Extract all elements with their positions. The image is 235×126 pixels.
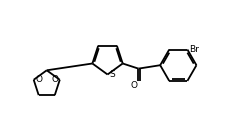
Text: S: S	[109, 70, 115, 79]
Text: O: O	[35, 75, 42, 84]
Text: O: O	[130, 81, 137, 90]
Text: O: O	[51, 75, 59, 84]
Text: Br: Br	[189, 45, 199, 54]
